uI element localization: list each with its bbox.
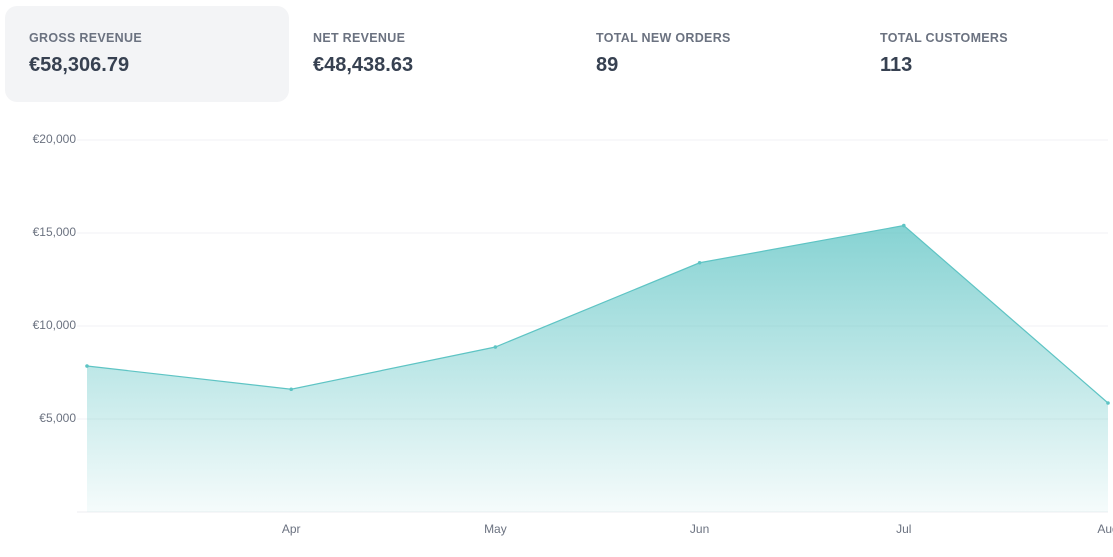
x-tick-label: Aug bbox=[1097, 522, 1113, 536]
x-tick-label: Jun bbox=[690, 522, 709, 536]
line bbox=[86, 224, 1109, 404]
stat-label: NET REVENUE bbox=[313, 31, 406, 45]
stat-value: €48,438.63 bbox=[313, 54, 414, 76]
stat-value: 89 bbox=[596, 54, 619, 76]
x-tick-label: Jul bbox=[896, 522, 911, 536]
stat-card[interactable]: TOTAL CUSTOMERS 113 bbox=[856, 6, 1113, 102]
point bbox=[1106, 401, 1110, 405]
x-tick-label: Apr bbox=[282, 522, 301, 536]
y-tick-label: €10,000 bbox=[33, 318, 77, 332]
point bbox=[289, 387, 294, 392]
point bbox=[697, 260, 702, 265]
stat-label: TOTAL NEW ORDERS bbox=[596, 31, 731, 45]
stat-label: TOTAL CUSTOMERS bbox=[880, 31, 1008, 45]
stat-card[interactable]: TOTAL NEW ORDERS 89 bbox=[572, 6, 856, 102]
x-tick-label: May bbox=[484, 522, 507, 536]
stat-value: 113 bbox=[880, 54, 913, 76]
area bbox=[87, 225, 1108, 512]
y-tick-label: €20,000 bbox=[33, 132, 77, 146]
point bbox=[902, 223, 906, 228]
y-tick-label: €15,000 bbox=[33, 225, 77, 239]
y-tick-label: €5,000 bbox=[39, 411, 76, 425]
point bbox=[493, 345, 498, 349]
stat-value: €58,306.79 bbox=[29, 54, 130, 76]
stat-card[interactable]: NET REVENUE €48,438.63 bbox=[289, 6, 573, 102]
stat-card[interactable]: GROSS REVENUE €58,306.79 bbox=[5, 6, 289, 102]
point bbox=[85, 364, 89, 368]
stat-label: GROSS REVENUE bbox=[29, 31, 142, 45]
